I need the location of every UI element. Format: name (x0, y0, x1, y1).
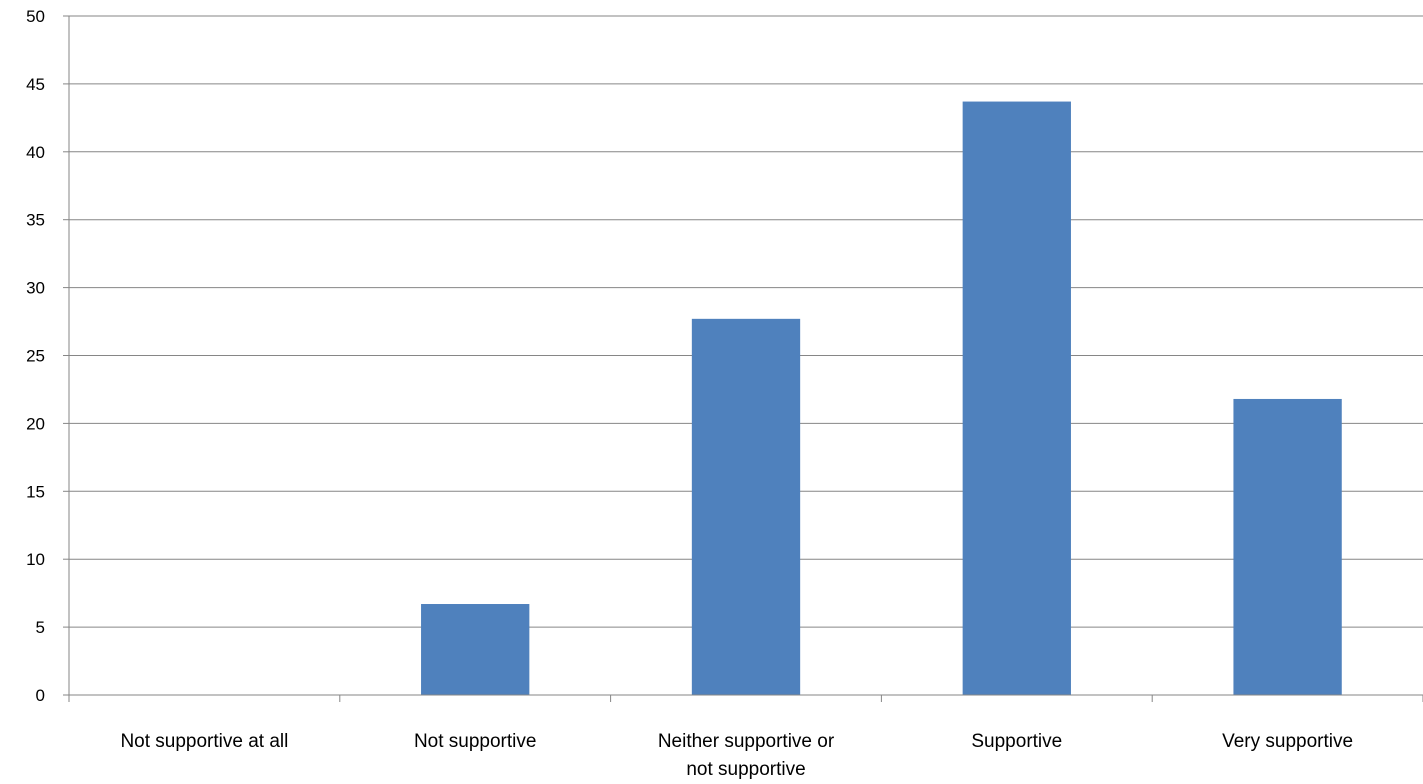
bar-3 (962, 101, 1071, 695)
y-tick-label-7: 35 (26, 211, 45, 230)
y-tick-label-5: 25 (26, 347, 45, 366)
y-tick-label-3: 15 (26, 482, 45, 501)
x-category-label-4: Very supportive (1222, 731, 1353, 752)
y-tick-label-6: 30 (26, 279, 45, 298)
y-tick-labels: 0 5 10 15 20 25 30 35 40 45 50 (26, 7, 45, 705)
bar-4 (1233, 398, 1342, 695)
y-tick-label-8: 40 (26, 143, 45, 162)
x-category-label-1: Not supportive (414, 731, 537, 752)
bar-1 (421, 604, 530, 695)
x-category-label-3: Supportive (971, 731, 1062, 752)
y-tick-label-10: 50 (26, 7, 45, 26)
y-tick-label-0: 0 (36, 686, 45, 705)
y-tick-label-4: 20 (26, 414, 45, 433)
y-tick-label-1: 5 (36, 618, 45, 637)
y-tick-label-9: 45 (26, 75, 45, 94)
x-category-label-3-line-0: Supportive (971, 731, 1062, 752)
x-category-labels: Not supportive at all Not supportive Neith… (120, 731, 1353, 780)
bars (421, 101, 1342, 695)
x-category-label-1-line-0: Not supportive (414, 731, 537, 752)
x-category-label-2-line-0: Neither supportive or (658, 731, 835, 752)
axes (63, 15, 1423, 702)
x-category-label-0: Not supportive at all (120, 731, 288, 752)
x-category-label-2: Neither supportive or not supportive (658, 731, 835, 780)
bar-2 (691, 318, 801, 695)
x-category-label-0-line-0: Not supportive at all (120, 731, 288, 752)
x-category-label-2-line-1: not supportive (686, 759, 805, 780)
y-tick-label-2: 10 (26, 550, 45, 569)
x-category-label-4-line-0: Very supportive (1222, 731, 1353, 752)
